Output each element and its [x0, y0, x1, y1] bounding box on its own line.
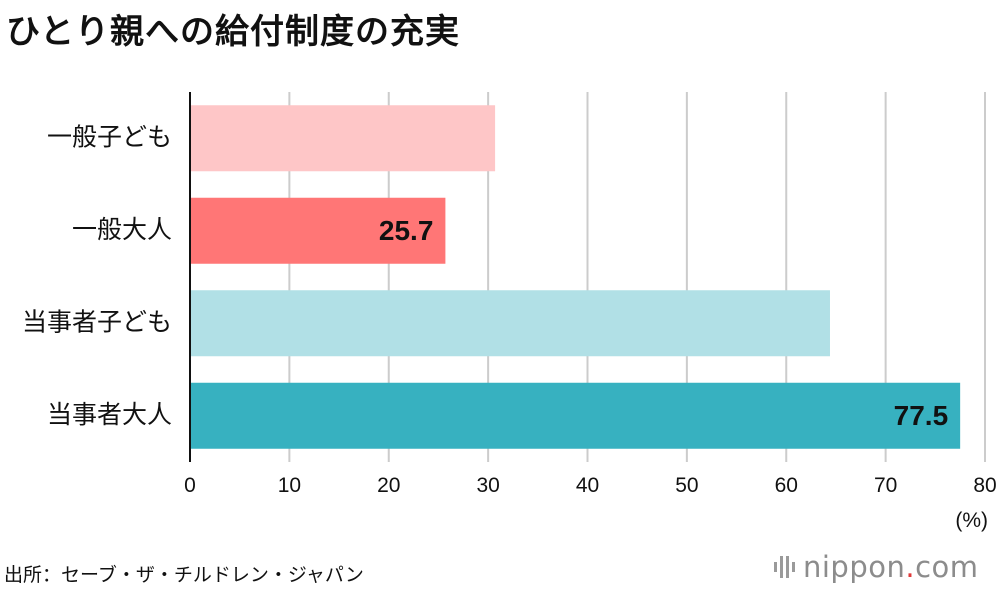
tick-label: 60 — [775, 474, 798, 497]
bar — [190, 290, 830, 357]
data-label: 77.5 — [894, 400, 949, 431]
category-label: 一般大人 — [72, 215, 172, 244]
unit-label: (%) — [955, 509, 988, 532]
bar — [190, 382, 961, 449]
tick-label: 70 — [874, 474, 897, 497]
category-label: 当事者子ども — [22, 307, 172, 336]
tick-label: 10 — [278, 474, 301, 497]
source-note: 出所：セーブ・ザ・チルドレン・ジャパン — [4, 564, 364, 586]
tick-label: 20 — [377, 474, 400, 497]
category-label: 一般子ども — [47, 122, 172, 151]
tick-label: 80 — [973, 474, 996, 497]
tick-label: 0 — [184, 474, 196, 497]
bar — [190, 197, 446, 264]
logo-bars-icon — [774, 556, 795, 578]
category-label: 当事者大人 — [47, 400, 172, 429]
tick-label: 50 — [675, 474, 698, 497]
logo-name: nippon — [803, 550, 906, 584]
tick-label: 30 — [476, 474, 499, 497]
tick-label: 40 — [576, 474, 599, 497]
chart-title: ひとり親への給付制度の充実 — [6, 12, 460, 52]
data-label: 25.7 — [379, 215, 434, 246]
nippon-logo: nippon.com — [774, 547, 979, 587]
logo-suffix: com — [915, 550, 979, 584]
bar — [190, 105, 496, 172]
logo-dot: . — [905, 550, 916, 584]
